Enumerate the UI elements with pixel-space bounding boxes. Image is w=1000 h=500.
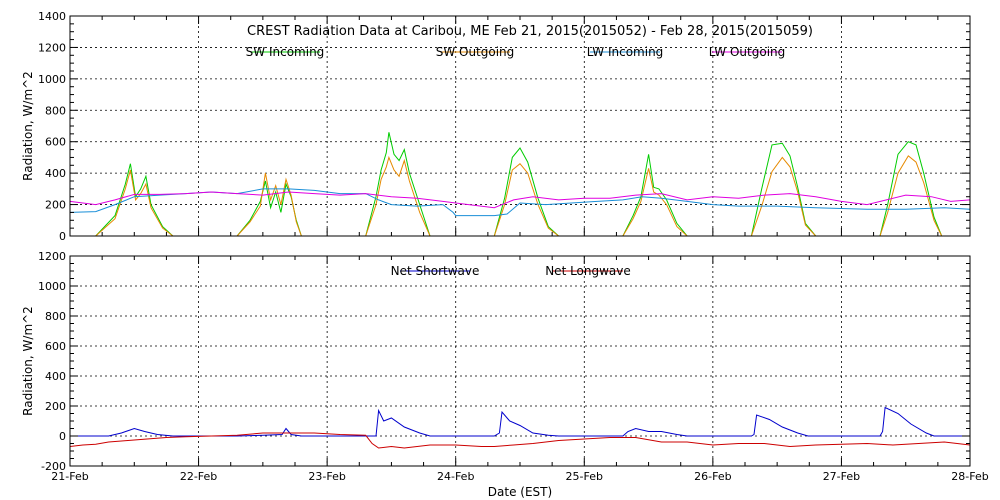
- x-tick-label: 25-Feb: [566, 470, 603, 483]
- upper-legend-label: SW Incoming: [246, 45, 325, 59]
- lower-plot-frame: [69, 255, 971, 467]
- x-tick-label: 28-Feb: [951, 470, 988, 483]
- lower-y-tick-label: 600: [45, 340, 66, 353]
- lower-y-tick-label: 800: [45, 310, 66, 323]
- x-tick-label: 22-Feb: [180, 470, 217, 483]
- lower-plot-panel: -200 0 200 400 600 800 1000 1200 21-Feb 22-Feb 23-…: [38, 250, 989, 483]
- x-axis-label: Date (EST): [488, 485, 552, 499]
- lower-y-tick-label: 1200: [38, 250, 66, 263]
- lower-series-net-shortwave: [70, 406, 970, 437]
- lower-legend-label: Net Shortwave: [391, 264, 480, 278]
- upper-y-tick-label: 800: [45, 104, 66, 117]
- upper-series-lw-outgoing: [69, 191, 971, 209]
- lower-legend-label: Net Longwave: [545, 264, 631, 278]
- lower-y-tick-label: 200: [45, 400, 66, 413]
- upper-y-axis-label: Radiation, W/m^2: [21, 71, 35, 181]
- upper-y-tick-label: 1200: [38, 41, 66, 54]
- upper-legend-label: LW Incoming: [587, 45, 664, 59]
- lower-y-tick-label: 400: [45, 370, 66, 383]
- upper-series-lw-incoming: [69, 188, 971, 217]
- lower-y-tick-label: 0: [59, 430, 66, 443]
- upper-y-tick-label: 1000: [38, 73, 66, 86]
- x-tick-label: 24-Feb: [437, 470, 474, 483]
- lower-y-tick-label: -200: [41, 460, 66, 473]
- upper-legend-label: SW Outgoing: [436, 45, 515, 59]
- upper-y-tick-label: 1400: [38, 10, 66, 23]
- x-tick-label: 26-Feb: [694, 470, 731, 483]
- x-tick-label: 27-Feb: [823, 470, 860, 483]
- upper-y-tick-label: 0: [59, 230, 66, 243]
- chart-title: CREST Radiation Data at Caribou, ME Feb …: [247, 24, 813, 39]
- upper-legend-label: LW Outgoing: [709, 45, 786, 59]
- lower-y-axis-label: Radiation, W/m^2: [21, 306, 35, 416]
- upper-y-tick-label: 400: [45, 167, 66, 180]
- upper-plot-panel: 0 200 400 600 800 1000 1200 1400 SW Incoming SW O…: [38, 10, 971, 243]
- upper-series-sw-incoming: [95, 132, 943, 237]
- upper-y-tick-label: 200: [45, 199, 66, 212]
- lower-series-net-longwave: [69, 432, 971, 449]
- x-tick-label: 23-Feb: [308, 470, 345, 483]
- upper-series-sw-outgoing: [95, 155, 943, 237]
- lower-y-tick-label: 1000: [38, 280, 66, 293]
- upper-y-tick-label: 600: [45, 136, 66, 149]
- x-tick-label: 21-Feb: [51, 470, 88, 483]
